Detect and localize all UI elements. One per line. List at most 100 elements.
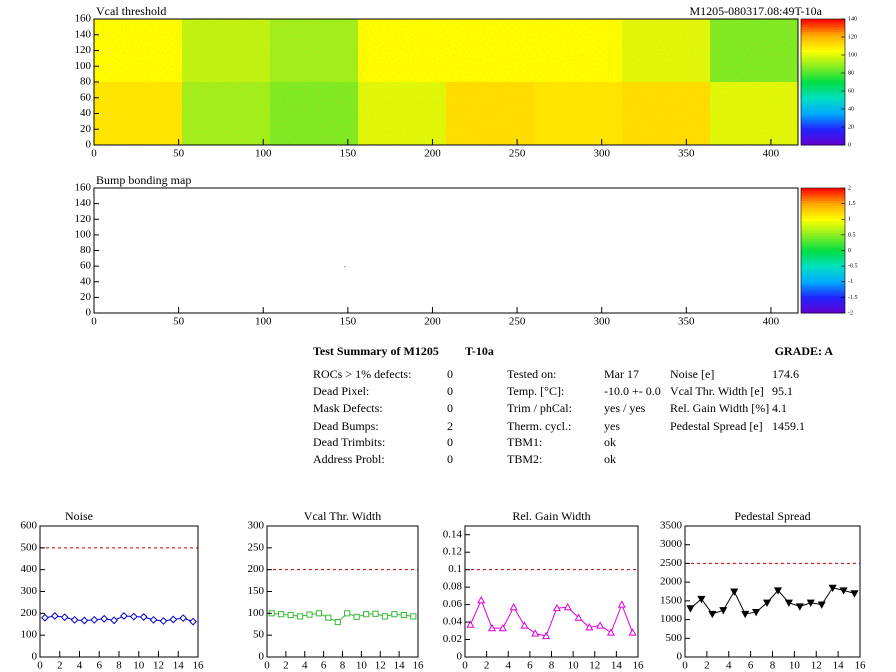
x-tick-label: 6 bbox=[527, 660, 533, 672]
color-bar-step bbox=[801, 283, 845, 286]
series-marker bbox=[372, 610, 379, 617]
x-tick-label: 200 bbox=[424, 148, 441, 160]
series-marker bbox=[110, 616, 118, 625]
series-line bbox=[469, 598, 634, 637]
color-bar-step bbox=[801, 310, 845, 314]
summary-grade: GRADE: A bbox=[775, 344, 834, 358]
x-tick-label: 200 bbox=[424, 316, 441, 328]
color-bar-step bbox=[801, 26, 845, 30]
color-bar-step bbox=[801, 193, 845, 196]
y-tick-label: 250 bbox=[248, 541, 265, 553]
summary-title: Test Summary of M1205 bbox=[313, 344, 439, 358]
color-bar-step bbox=[801, 225, 845, 229]
y-tick-label: 160 bbox=[75, 13, 92, 25]
summary-label: Temp. [°C]: bbox=[507, 384, 564, 398]
color-bar-step bbox=[801, 99, 845, 103]
y-tick-label: 400 bbox=[21, 563, 38, 575]
y-tick-label: 0.02 bbox=[443, 633, 462, 645]
x-tick-label: 150 bbox=[340, 148, 357, 160]
color-bar-step bbox=[801, 66, 845, 70]
y-tick-label: 0.12 bbox=[443, 546, 462, 558]
series-marker bbox=[325, 614, 332, 621]
color-bar-step bbox=[801, 260, 845, 264]
color-bar-step bbox=[801, 112, 845, 116]
color-bar-step bbox=[801, 305, 845, 309]
summary-value: yes / yes bbox=[604, 401, 646, 415]
chart-subtitle: M1205-080317.08:49T-10a bbox=[689, 4, 822, 18]
summary-label: Address Probl: bbox=[313, 452, 385, 466]
y-tick-label: 20 bbox=[80, 123, 92, 135]
summary-value: 0 bbox=[447, 384, 453, 398]
chart-title: Pedestal Spread bbox=[734, 509, 810, 523]
color-bar-step bbox=[801, 208, 845, 211]
color-bar-step bbox=[801, 102, 845, 106]
summary-value: 1459.1 bbox=[772, 419, 805, 433]
color-bar-step bbox=[801, 46, 845, 50]
summary-label: Tested on: bbox=[507, 367, 556, 381]
series-marker bbox=[287, 611, 294, 619]
color-bar-step bbox=[801, 41, 845, 45]
color-bar-label: 60 bbox=[848, 88, 854, 94]
series-marker bbox=[90, 615, 99, 624]
series-marker bbox=[697, 595, 706, 604]
x-tick-label: 6 bbox=[321, 660, 327, 672]
y-tick-label: 60 bbox=[80, 91, 92, 103]
series-marker bbox=[596, 621, 605, 629]
color-bar-label: 140 bbox=[848, 16, 857, 22]
series-marker bbox=[784, 599, 793, 607]
color-bar-step bbox=[801, 19, 845, 23]
color-bar-step bbox=[801, 285, 845, 289]
plot-frame bbox=[93, 18, 799, 146]
color-bar-step bbox=[801, 107, 845, 111]
y-tick-label: 0 bbox=[86, 307, 92, 319]
y-tick-label: 0.06 bbox=[443, 598, 463, 610]
x-tick-label: 0 bbox=[37, 660, 43, 672]
color-bar-step bbox=[801, 24, 845, 28]
x-tick-label: 150 bbox=[340, 316, 357, 328]
x-tick-label: 350 bbox=[678, 316, 695, 328]
color-bar-step bbox=[801, 127, 845, 131]
summary-value: 174.6 bbox=[772, 367, 799, 381]
color-bar-step bbox=[801, 195, 845, 199]
y-tick-label: 500 bbox=[666, 632, 683, 644]
x-tick-label: 50 bbox=[173, 148, 185, 160]
color-bar-step bbox=[801, 190, 845, 194]
series-marker bbox=[542, 631, 551, 640]
summary-label: Noise [e] bbox=[670, 367, 714, 381]
x-tick-label: 8 bbox=[770, 660, 776, 672]
x-tick-label: 400 bbox=[763, 148, 780, 160]
y-tick-label: 160 bbox=[75, 182, 92, 194]
summary-label: Pedestal Spread [e] bbox=[670, 419, 763, 433]
series-marker bbox=[179, 614, 188, 623]
heat-texture bbox=[358, 19, 446, 82]
heat-texture bbox=[270, 19, 358, 82]
color-bar-step bbox=[801, 210, 845, 214]
color-bar-step bbox=[801, 142, 845, 146]
x-tick-label: 12 bbox=[153, 660, 164, 672]
x-tick-label: 8 bbox=[340, 660, 346, 672]
y-tick-label: 60 bbox=[80, 260, 92, 272]
heat-texture bbox=[94, 82, 182, 145]
color-bar-step bbox=[801, 203, 845, 206]
color-bar-step bbox=[801, 265, 845, 269]
color-bar-step bbox=[801, 74, 845, 78]
color-bar-step bbox=[801, 280, 845, 284]
series-marker bbox=[839, 587, 848, 595]
color-bar-label: -1 bbox=[848, 279, 853, 285]
series-marker bbox=[617, 600, 626, 608]
color-bar-step bbox=[801, 243, 845, 246]
plot-frame bbox=[464, 525, 639, 658]
color-bar-step bbox=[801, 21, 845, 25]
y-tick-label: 0.1 bbox=[448, 563, 462, 575]
y-tick-label: 2500 bbox=[660, 557, 683, 569]
color-bar-step bbox=[801, 263, 845, 266]
color-bar-step bbox=[801, 34, 845, 38]
series-line bbox=[271, 612, 414, 623]
series-marker bbox=[563, 602, 572, 611]
heat-texture bbox=[94, 19, 182, 82]
summary-label: Mask Defects: bbox=[313, 401, 383, 415]
x-tick-label: 16 bbox=[413, 660, 425, 672]
color-bar-step bbox=[801, 122, 845, 126]
color-bar-step bbox=[801, 213, 845, 216]
heat-texture bbox=[534, 19, 622, 82]
